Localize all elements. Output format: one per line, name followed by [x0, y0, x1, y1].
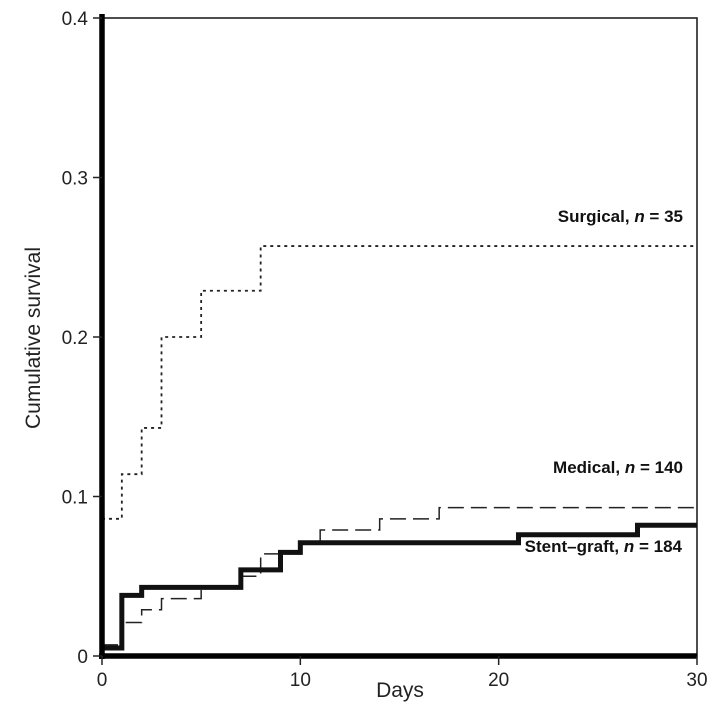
series-label-stent-graft-n: n	[624, 537, 634, 556]
x-tick-label: 0	[97, 670, 108, 691]
series-label-medical-prefix: Medical,	[553, 458, 625, 477]
series-label-surgical-prefix: Surgical,	[558, 207, 635, 226]
x-tick-label: 10	[290, 670, 311, 691]
y-tick-label: 0	[77, 647, 88, 668]
series-label-medical-n: n	[625, 458, 635, 477]
plot-frame	[101, 17, 698, 657]
x-axis-title: Days	[376, 679, 424, 702]
plot-area	[101, 17, 698, 657]
series-line-stent-graft	[102, 522, 697, 651]
series-label-surgical: Surgical, n = 35	[558, 207, 683, 226]
series-line-medical	[102, 506, 697, 646]
y-tick-label: 0.4	[62, 9, 89, 30]
series-label-surgical-n: n	[634, 207, 644, 226]
series-label-medical: Medical, n = 140	[553, 458, 683, 477]
y-tick-label: 0.3	[62, 169, 88, 190]
y-tick-label: 0.1	[62, 488, 88, 509]
series-label-medical-suffix: = 140	[635, 458, 683, 477]
series-label-stent-graft: Stent–graft, n = 184	[525, 537, 683, 556]
series-label-surgical-suffix: = 35	[645, 207, 683, 226]
ticks-layer: 0 0.1 0.2 0.3 0.4 0 10 20 30	[62, 9, 708, 691]
series-line-surgical	[102, 245, 697, 520]
series-layer	[102, 245, 697, 651]
y-tick-label: 0.2	[62, 328, 88, 349]
x-tick-label: 20	[488, 670, 509, 691]
series-label-stent-graft-prefix: Stent–graft,	[525, 537, 624, 556]
y-axis-title: Cumulative survival	[22, 247, 45, 429]
x-tick-label: 30	[686, 670, 707, 691]
series-label-stent-graft-suffix: = 184	[634, 537, 682, 556]
